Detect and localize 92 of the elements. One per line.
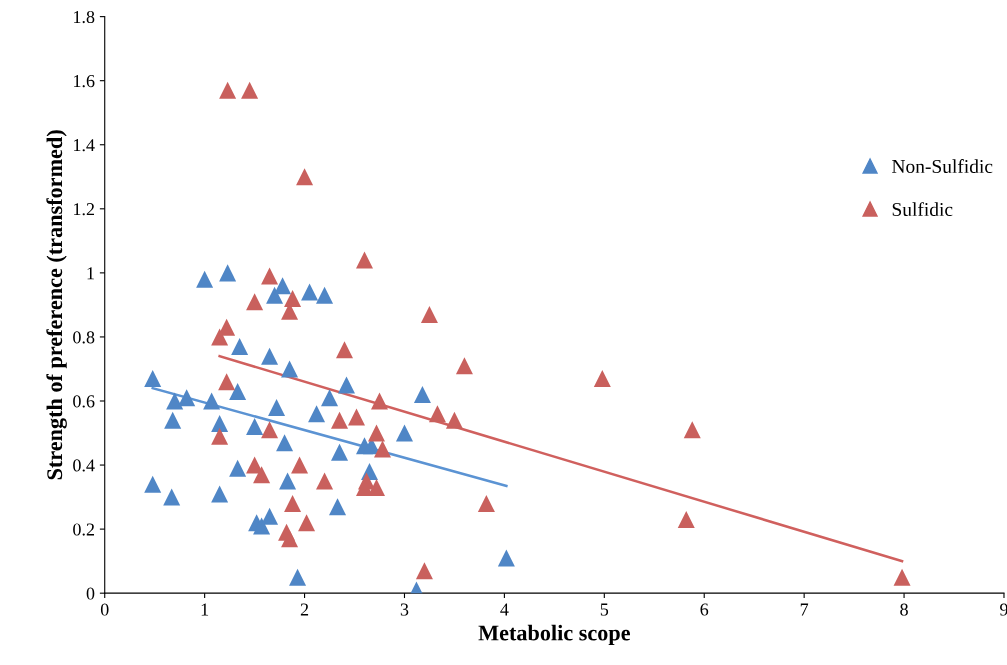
x-tick-label: 8 [900, 603, 908, 616]
point [420, 306, 438, 324]
point [336, 341, 354, 359]
point [261, 421, 279, 439]
legend-label: Sulfidic [892, 202, 953, 217]
point [415, 562, 433, 580]
point [218, 318, 236, 336]
point [331, 411, 349, 429]
y-tick-label: 0.2 [73, 523, 95, 536]
y-tick-label: 1.8 [74, 10, 95, 24]
point [348, 408, 366, 426]
point [331, 443, 349, 461]
point [281, 530, 299, 548]
x-tick-label: 1 [201, 603, 209, 616]
point [338, 376, 356, 394]
point [368, 424, 386, 442]
point [683, 421, 701, 439]
y-tick-label: 1.4 [74, 139, 95, 152]
point [261, 507, 279, 525]
point [279, 472, 297, 490]
x-axis-title: Metabolic scope [478, 624, 630, 645]
point [144, 475, 162, 493]
point [455, 357, 473, 375]
x-tick-label: 6 [700, 603, 709, 616]
y-tick-label: 0.4 [73, 459, 95, 472]
point [229, 382, 247, 400]
point [316, 472, 334, 490]
y-tick-label: 1.2 [74, 203, 95, 216]
point [178, 389, 196, 407]
point [284, 289, 302, 307]
x-tick-label: 0 [100, 603, 109, 616]
point [298, 514, 316, 532]
point [253, 466, 271, 484]
y-tick-label: 0 [86, 587, 95, 600]
point [144, 370, 162, 388]
y-tick-label: 0.8 [73, 331, 95, 344]
point [413, 386, 431, 404]
point [497, 549, 515, 567]
point [211, 414, 229, 432]
point [211, 427, 229, 445]
point [261, 347, 279, 365]
x-tick-label: 2 [300, 603, 309, 616]
point [246, 418, 264, 436]
point [166, 392, 184, 410]
y-axis-title: Strength of preference (transformed) [46, 130, 67, 480]
y-tick-label: 0.6 [73, 395, 95, 408]
point [477, 494, 495, 512]
point [370, 392, 388, 410]
x-tick-label: 5 [600, 603, 609, 616]
point [368, 478, 386, 496]
point [196, 270, 214, 288]
point [356, 251, 374, 269]
point [301, 283, 319, 301]
x-tick-label: 9 [1000, 603, 1007, 616]
point [219, 81, 237, 99]
point [211, 485, 229, 503]
point [219, 264, 237, 282]
point [241, 81, 259, 99]
point [218, 373, 236, 391]
point [677, 511, 695, 529]
point [284, 494, 302, 512]
point [276, 434, 294, 452]
point [329, 498, 347, 516]
point [593, 370, 611, 388]
point [373, 440, 391, 458]
point [296, 168, 314, 186]
point [203, 392, 221, 410]
point [321, 389, 339, 407]
y-tick-label: 1 [87, 267, 94, 280]
point [268, 398, 286, 416]
point [291, 456, 309, 474]
point [261, 267, 279, 285]
point [164, 411, 182, 429]
point [428, 405, 446, 423]
x-tick-label: 3 [400, 603, 409, 616]
point [308, 405, 326, 423]
point [281, 360, 299, 378]
point [274, 277, 292, 295]
point [231, 338, 249, 356]
point [893, 568, 911, 586]
point [163, 488, 181, 506]
point [289, 568, 307, 586]
y-tick-label: 1.6 [74, 74, 95, 88]
point [445, 411, 463, 429]
point [229, 459, 247, 477]
point [395, 424, 413, 442]
legend-label: Non-Sulfidic [892, 159, 993, 173]
x-tick-label: 4 [500, 603, 509, 616]
point [316, 286, 334, 304]
point [246, 293, 264, 311]
point [266, 286, 284, 304]
x-tick-label: 7 [800, 603, 809, 616]
